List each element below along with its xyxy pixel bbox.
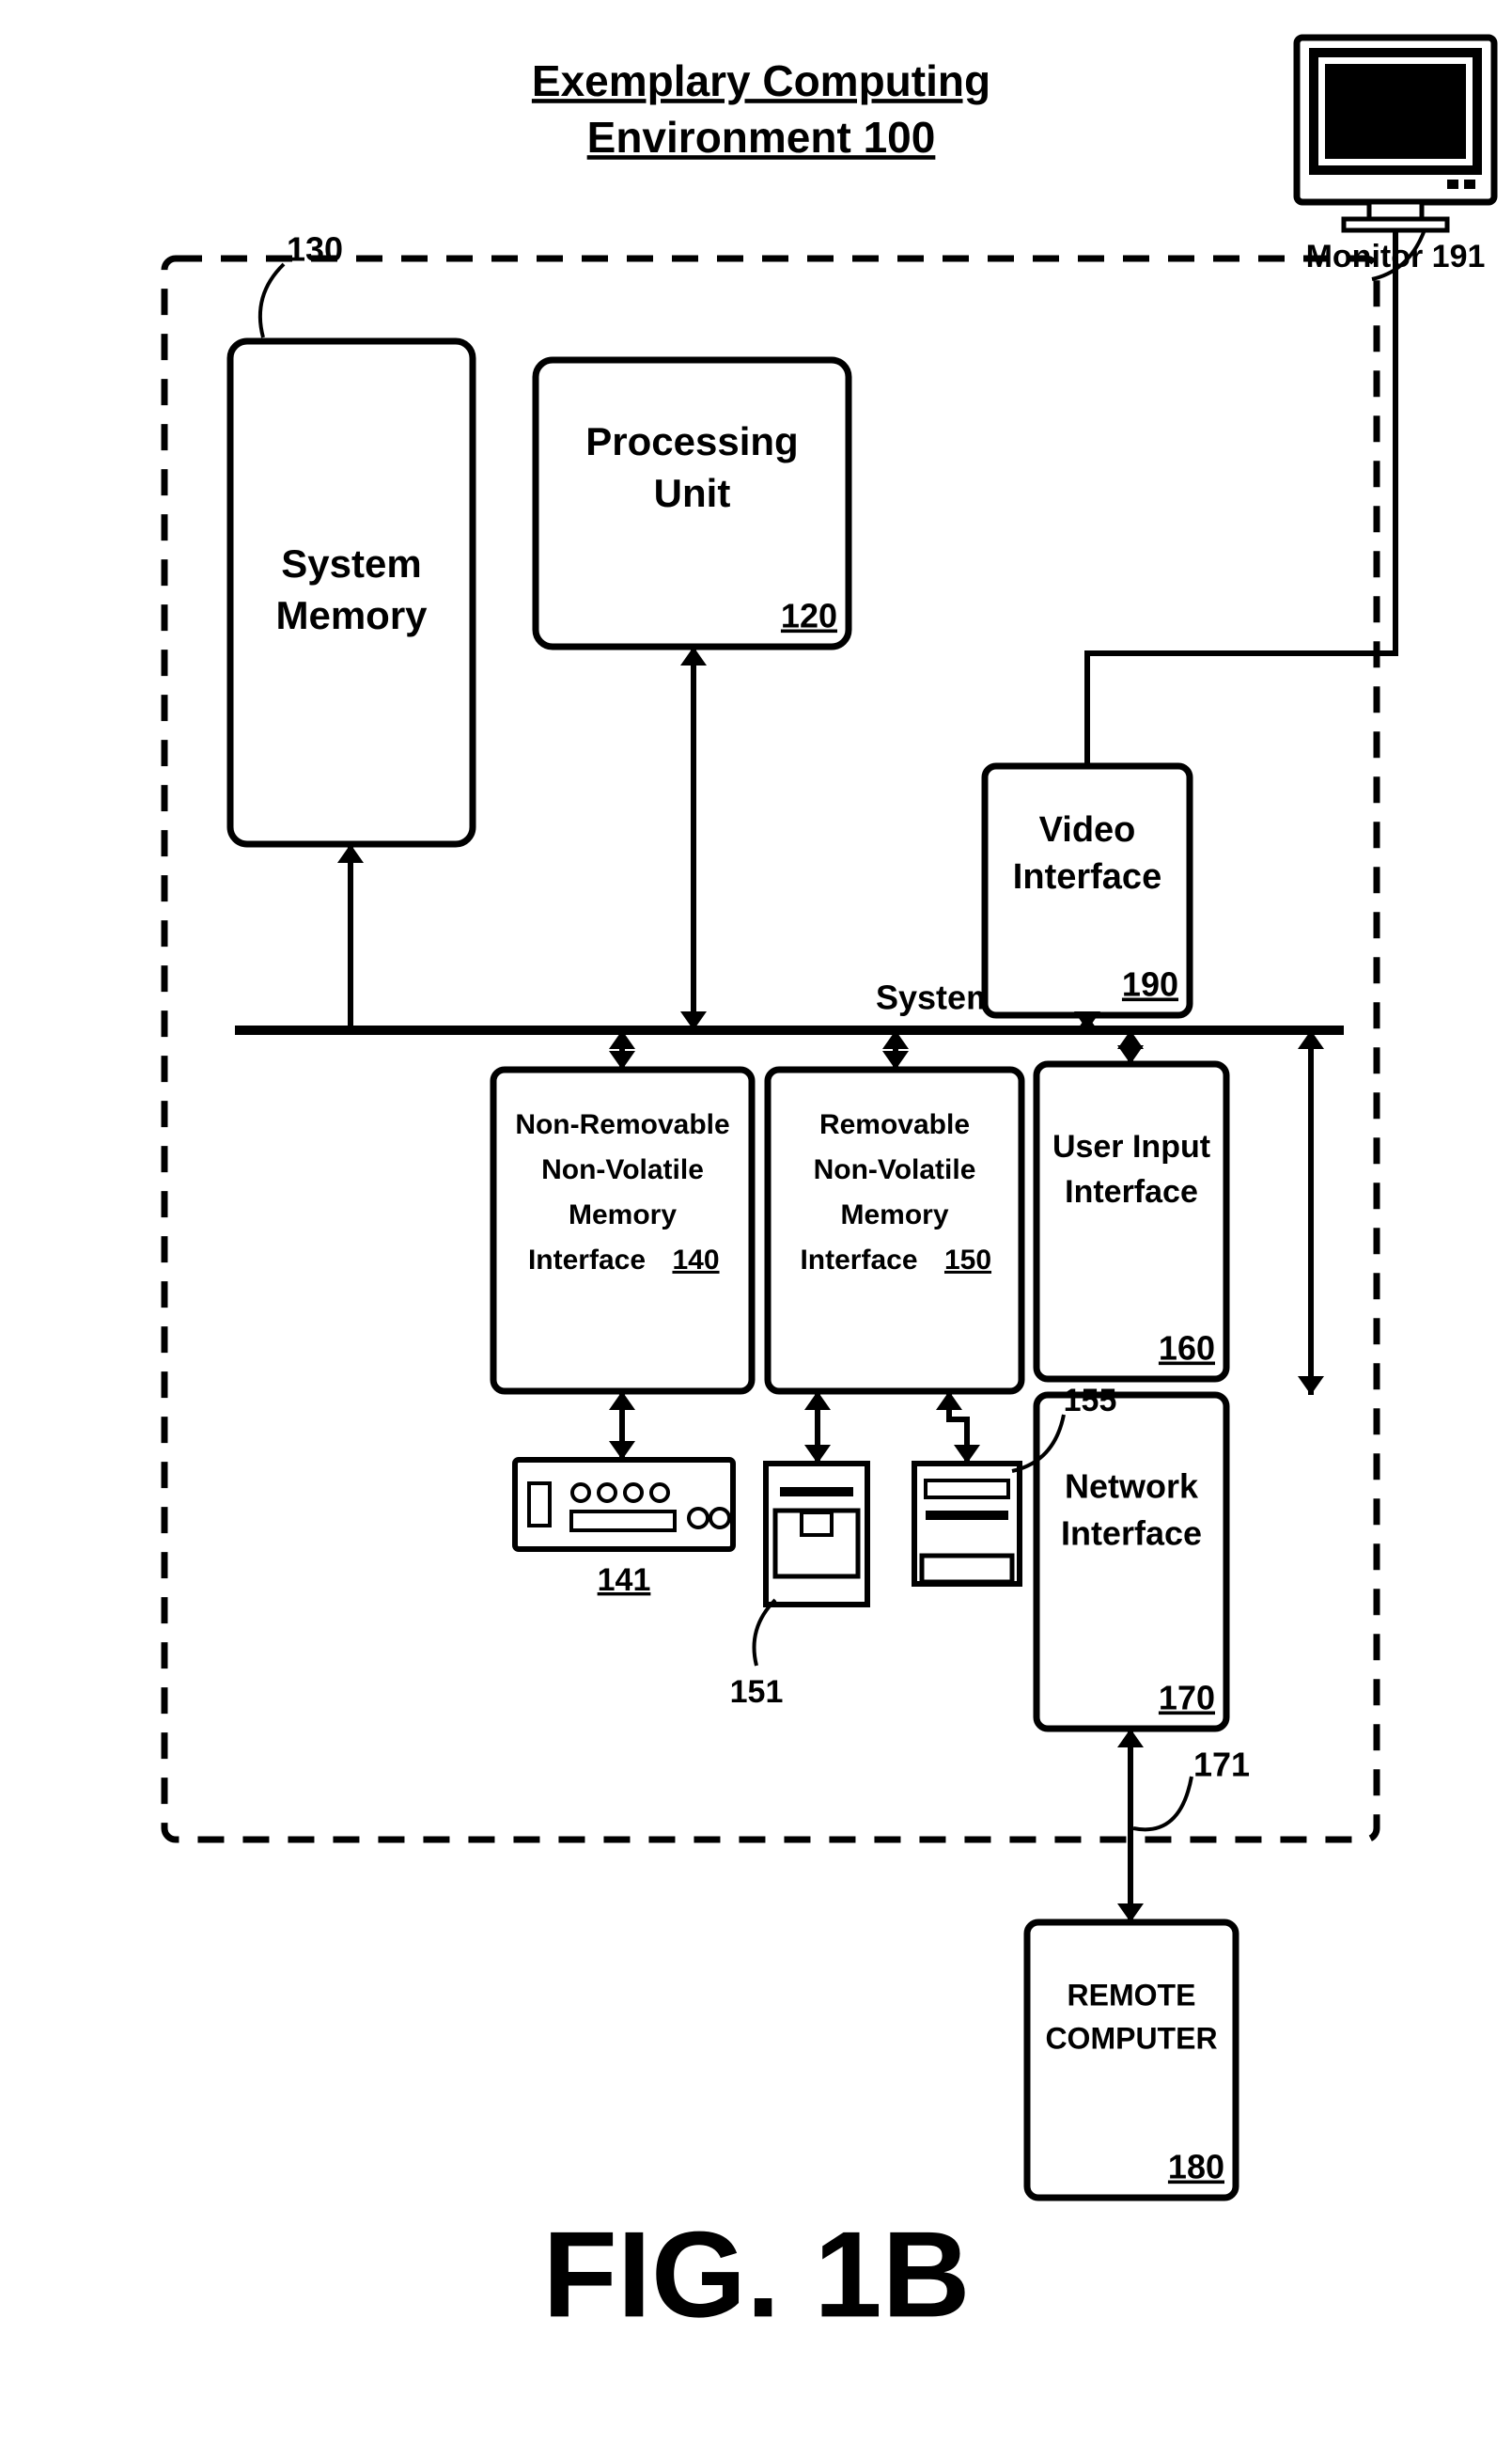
- diagram-title-line2: Environment 100: [587, 113, 936, 162]
- svg-text:Memory: Memory: [275, 593, 428, 637]
- svg-text:160: 160: [1159, 1329, 1215, 1368]
- svg-text:Interface: Interface: [1013, 857, 1161, 897]
- svg-text:170: 170: [1159, 1679, 1215, 1717]
- svg-text:Removable: Removable: [819, 1109, 970, 1140]
- label-171: 171: [1193, 1746, 1250, 1784]
- label-130: 130: [287, 230, 343, 269]
- svg-text:Non-Removable: Non-Removable: [515, 1109, 729, 1140]
- svg-text:Processing: Processing: [585, 419, 798, 463]
- svg-text:Interface: Interface: [528, 1245, 646, 1276]
- svg-text:Non-Volatile: Non-Volatile: [541, 1154, 704, 1185]
- monitor-icon: [1297, 38, 1494, 230]
- label-monitor-191: Monitor 191: [1306, 239, 1486, 274]
- svg-text:180: 180: [1168, 2148, 1224, 2186]
- svg-text:Network: Network: [1065, 1467, 1199, 1506]
- figure-label: FIG. 1B: [542, 2205, 970, 2342]
- svg-text:Memory: Memory: [840, 1199, 948, 1230]
- hdd-icon: [515, 1460, 733, 1549]
- svg-text:Interface: Interface: [800, 1245, 917, 1276]
- svg-text:REMOTE: REMOTE: [1068, 1978, 1196, 2012]
- svg-text:Interface: Interface: [1065, 1174, 1198, 1210]
- optical-drive-icon: [914, 1464, 1020, 1584]
- label-151: 151: [730, 1674, 784, 1710]
- label-155: 155: [1064, 1383, 1117, 1418]
- svg-text:Unit: Unit: [654, 471, 731, 515]
- svg-text:150: 150: [944, 1245, 991, 1276]
- svg-text:140: 140: [672, 1245, 719, 1276]
- svg-text:120: 120: [781, 597, 837, 635]
- svg-text:Video: Video: [1039, 810, 1136, 850]
- svg-text:Non-Volatile: Non-Volatile: [814, 1154, 976, 1185]
- svg-text:COMPUTER: COMPUTER: [1045, 2021, 1217, 2055]
- svg-text:System: System: [281, 541, 421, 586]
- svg-text:Memory: Memory: [569, 1199, 677, 1230]
- svg-text:User Input: User Input: [1052, 1129, 1210, 1165]
- svg-text:Interface: Interface: [1061, 1514, 1202, 1553]
- svg-text:190: 190: [1122, 965, 1178, 1004]
- diagram-title-line1: Exemplary Computing: [532, 56, 990, 105]
- label-141: 141: [598, 1562, 651, 1598]
- floppy-drive-icon: [766, 1464, 867, 1605]
